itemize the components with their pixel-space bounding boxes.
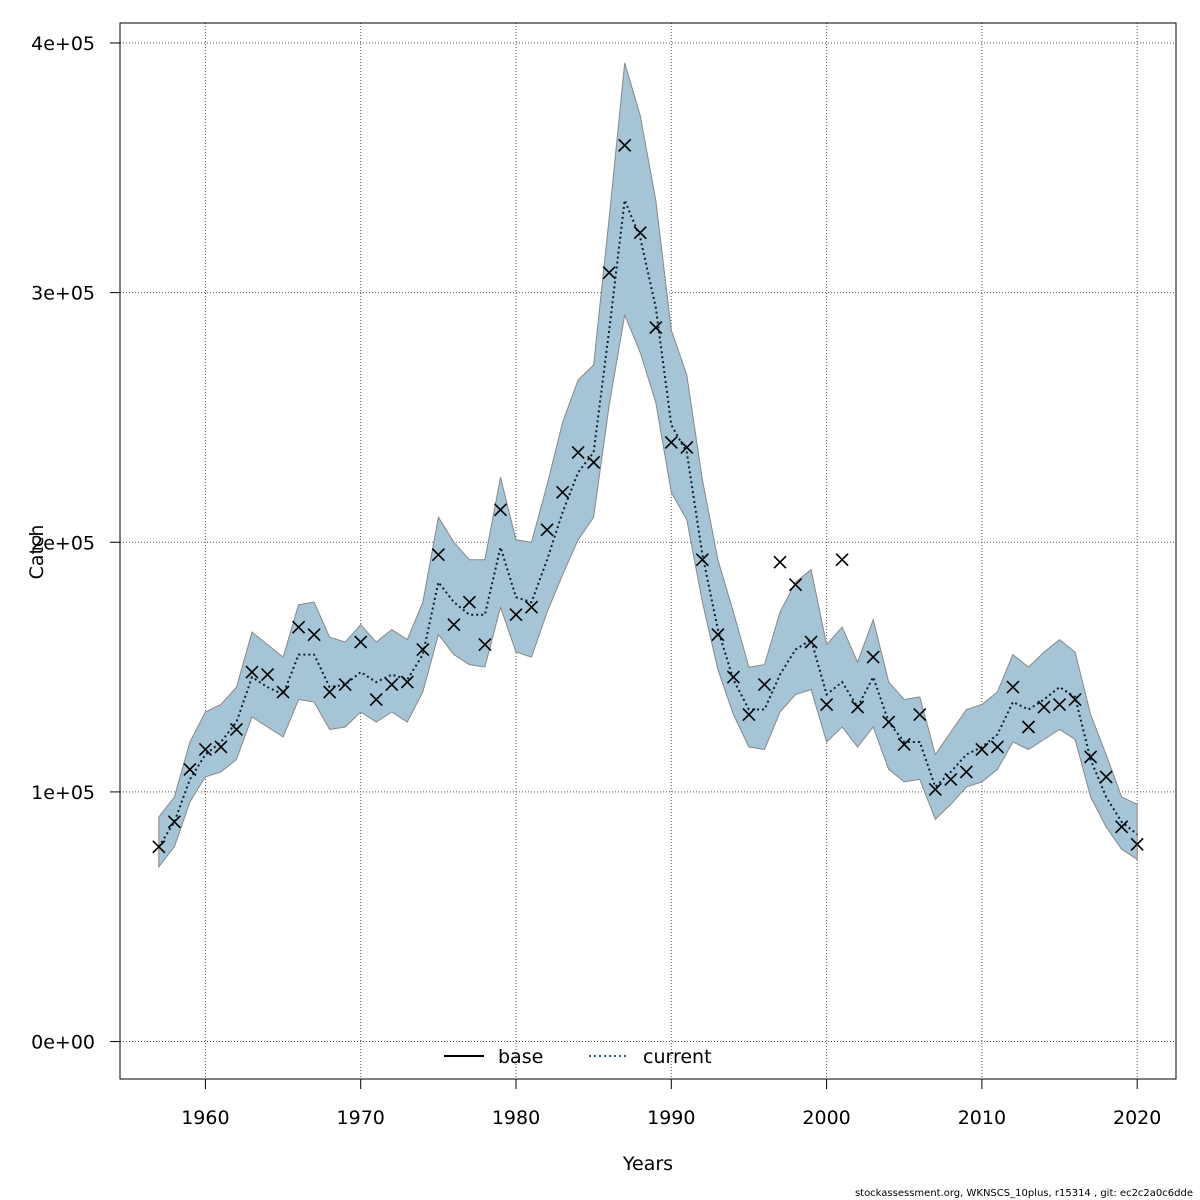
x-tick-label-1960: 1960 <box>181 1107 229 1129</box>
observed-point-1958 <box>167 815 181 829</box>
observed-point-1974 <box>416 643 430 657</box>
observed-point-1983 <box>556 485 570 499</box>
observed-point-2019 <box>1115 820 1129 834</box>
observed-point-1993 <box>711 628 725 642</box>
observed-point-1994 <box>726 670 740 684</box>
observed-point-1999 <box>804 635 818 649</box>
legend-base-label: base <box>498 1046 543 1068</box>
observed-point-1980 <box>509 608 523 622</box>
observed-point-1957 <box>152 840 166 854</box>
observed-point-1960 <box>198 742 212 757</box>
x-tick-label-1970: 1970 <box>337 1107 385 1129</box>
observed-point-1987 <box>618 138 632 152</box>
current-estimate-line <box>157 196 1138 848</box>
x-tick-label-2010: 2010 <box>958 1107 1006 1129</box>
observed-point-1998 <box>788 578 803 592</box>
observed-point-2009 <box>959 765 973 779</box>
observed-point-1995 <box>742 707 756 722</box>
observed-point-1988 <box>633 226 647 240</box>
observed-point-2014 <box>1037 700 1051 714</box>
y-axis-title: Catch <box>26 525 48 580</box>
observed-point-2002 <box>851 700 865 714</box>
x-tick-label-1990: 1990 <box>647 1107 695 1129</box>
observed-point-1968 <box>323 685 337 699</box>
observed-point-1966 <box>292 620 306 634</box>
observed-point-1971 <box>369 692 383 707</box>
observed-point-2000 <box>820 697 834 712</box>
x-axis-title: Years <box>622 1153 673 1175</box>
y-tick-label-100000: 1e+05 <box>31 782 95 804</box>
observed-point-1978 <box>478 638 492 652</box>
observed-point-1984 <box>571 445 585 459</box>
observed-point-2006 <box>913 707 927 722</box>
observed-point-1996 <box>757 677 772 692</box>
observed-point-2004 <box>882 715 896 729</box>
observed-point-2005 <box>897 737 911 752</box>
observed-point-2003 <box>866 650 880 664</box>
observed-point-1991 <box>680 440 694 454</box>
observed-point-1967 <box>307 628 321 642</box>
observed-point-2015 <box>1052 697 1067 712</box>
confidence-band <box>158 62 1138 869</box>
observed-point-1959 <box>183 762 197 777</box>
observed-point-2020 <box>1130 837 1144 851</box>
x-tick-label-2020: 2020 <box>1113 1107 1161 1129</box>
legend: base current <box>444 1046 712 1068</box>
footer-credit: stockassessment.org, WKNSCS_10plus, r153… <box>855 1188 1193 1199</box>
observed-point-1992 <box>695 553 709 567</box>
observed-point-1970 <box>354 635 368 649</box>
observed-point-2017 <box>1084 750 1098 764</box>
observed-point-2008 <box>944 772 958 786</box>
y-axis: 0e+00 1e+05 2e+05 3e+05 4e+05 <box>31 33 121 1054</box>
observed-point-1969 <box>338 677 352 692</box>
observed-point-1979 <box>493 503 508 517</box>
observed-point-2012 <box>1006 680 1020 694</box>
observed-point-1972 <box>385 677 399 692</box>
observed-point-1990 <box>664 435 678 449</box>
y-tick-label-400000: 4e+05 <box>31 33 95 55</box>
x-tick-label-1980: 1980 <box>492 1107 540 1129</box>
observed-point-1986 <box>602 266 616 280</box>
observed-point-1965 <box>276 685 290 699</box>
observed-point-1982 <box>540 523 554 537</box>
observed-point-2001 <box>835 553 849 567</box>
observed-point-1997 <box>773 555 787 569</box>
legend-current-label: current <box>643 1046 712 1068</box>
observed-point-2016 <box>1068 692 1082 707</box>
observed-points <box>152 138 1144 854</box>
x-tick-label-2000: 2000 <box>802 1107 850 1129</box>
observed-point-1961 <box>214 740 228 754</box>
observed-point-1973 <box>400 675 414 689</box>
observed-point-1989 <box>649 321 663 335</box>
observed-point-1962 <box>229 722 244 737</box>
observed-point-1985 <box>587 455 601 469</box>
y-tick-label-200000: 2e+05 <box>31 532 95 554</box>
observed-point-2007 <box>928 782 942 796</box>
observed-point-2010 <box>975 742 989 757</box>
observed-point-1963 <box>245 665 259 679</box>
observed-point-1981 <box>524 600 539 614</box>
observed-point-1964 <box>260 668 275 682</box>
observed-point-2011 <box>990 740 1004 754</box>
observed-point-1977 <box>462 595 476 609</box>
observed-point-1975 <box>431 548 445 562</box>
grid-lines <box>120 23 1176 1079</box>
y-tick-label-0: 0e+00 <box>31 1032 95 1054</box>
observed-point-1976 <box>447 618 461 632</box>
y-tick-label-300000: 3e+05 <box>31 283 95 305</box>
x-axis: 1960 1970 1980 1990 2000 2010 2020 <box>181 1078 1161 1129</box>
observed-point-2018 <box>1099 770 1113 784</box>
observed-point-2013 <box>1021 720 1036 734</box>
